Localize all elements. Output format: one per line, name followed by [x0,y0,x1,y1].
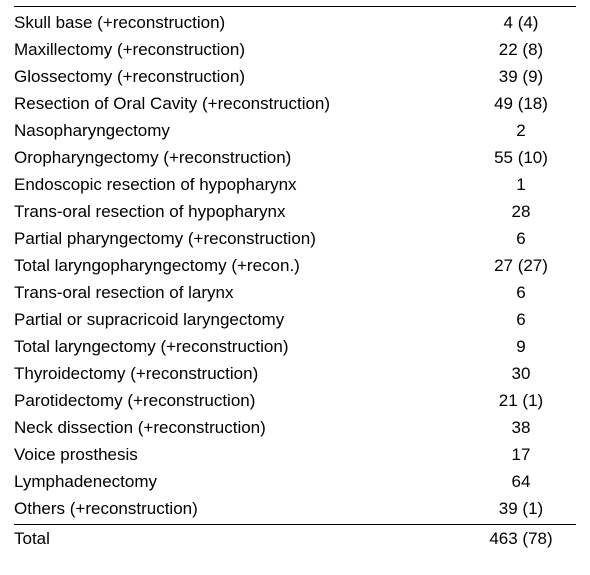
table-row: Others (+reconstruction)39 (1) [14,495,576,522]
procedure-label: Skull base (+reconstruction) [14,14,466,31]
table-row: Glossectomy (+reconstruction)39 (9) [14,63,576,90]
procedure-value: 2 [466,122,576,139]
procedure-value: 9 [466,338,576,355]
top-rule [14,6,576,7]
total-row: Total 463 (78) [14,525,576,552]
procedure-value: 28 [466,203,576,220]
procedure-value: 38 [466,419,576,436]
procedure-label: Resection of Oral Cavity (+reconstructio… [14,95,466,112]
table-row: Neck dissection (+reconstruction)38 [14,414,576,441]
procedure-label: Glossectomy (+reconstruction) [14,68,466,85]
table-row: Total laryngectomy (+reconstruction)9 [14,333,576,360]
procedure-label: Partial or supracricoid laryngectomy [14,311,466,328]
procedure-label: Trans-oral resection of hypopharynx [14,203,466,220]
procedure-label: Lymphadenectomy [14,473,466,490]
table-row: Thyroidectomy (+reconstruction)30 [14,360,576,387]
procedure-label: Total laryngectomy (+reconstruction) [14,338,466,355]
table-row: Parotidectomy (+reconstruction)21 (1) [14,387,576,414]
procedure-value: 39 (9) [466,68,576,85]
procedure-label: Oropharyngectomy (+reconstruction) [14,149,466,166]
procedure-value: 39 (1) [466,500,576,517]
procedure-label: Thyroidectomy (+reconstruction) [14,365,466,382]
procedure-label: Endoscopic resection of hypopharynx [14,176,466,193]
procedure-count-table: Skull base (+reconstruction)4 (4)Maxille… [0,0,590,562]
procedure-value: 22 (8) [466,41,576,58]
total-label: Total [14,530,466,547]
procedure-value: 6 [466,311,576,328]
procedure-label: Nasopharyngectomy [14,122,466,139]
procedure-label: Total laryngopharyngectomy (+recon.) [14,257,466,274]
table-row: Voice prosthesis17 [14,441,576,468]
table-row: Trans-oral resection of hypopharynx28 [14,198,576,225]
table-row: Resection of Oral Cavity (+reconstructio… [14,90,576,117]
procedure-value: 6 [466,230,576,247]
procedure-value: 30 [466,365,576,382]
table-row: Partial pharyngectomy (+reconstruction)6 [14,225,576,252]
table-row: Maxillectomy (+reconstruction)22 (8) [14,36,576,63]
procedure-label: Partial pharyngectomy (+reconstruction) [14,230,466,247]
table-row: Trans-oral resection of larynx6 [14,279,576,306]
table-row: Endoscopic resection of hypopharynx1 [14,171,576,198]
total-value: 463 (78) [466,530,576,547]
procedure-value: 17 [466,446,576,463]
procedure-value: 4 (4) [466,14,576,31]
procedure-label: Maxillectomy (+reconstruction) [14,41,466,58]
procedure-value: 49 (18) [466,95,576,112]
procedure-label: Neck dissection (+reconstruction) [14,419,466,436]
procedure-value: 64 [466,473,576,490]
procedure-label: Parotidectomy (+reconstruction) [14,392,466,409]
procedure-label: Trans-oral resection of larynx [14,284,466,301]
table-row: Oropharyngectomy (+reconstruction)55 (10… [14,144,576,171]
procedure-value: 21 (1) [466,392,576,409]
procedure-value: 1 [466,176,576,193]
procedure-value: 55 (10) [466,149,576,166]
table-row: Total laryngopharyngectomy (+recon.)27 (… [14,252,576,279]
procedure-value: 6 [466,284,576,301]
table-row: Partial or supracricoid laryngectomy6 [14,306,576,333]
table-body: Skull base (+reconstruction)4 (4)Maxille… [14,9,576,522]
table-row: Skull base (+reconstruction)4 (4) [14,9,576,36]
procedure-value: 27 (27) [466,257,576,274]
table-row: Nasopharyngectomy2 [14,117,576,144]
table-row: Lymphadenectomy64 [14,468,576,495]
procedure-label: Voice prosthesis [14,446,466,463]
procedure-label: Others (+reconstruction) [14,500,466,517]
